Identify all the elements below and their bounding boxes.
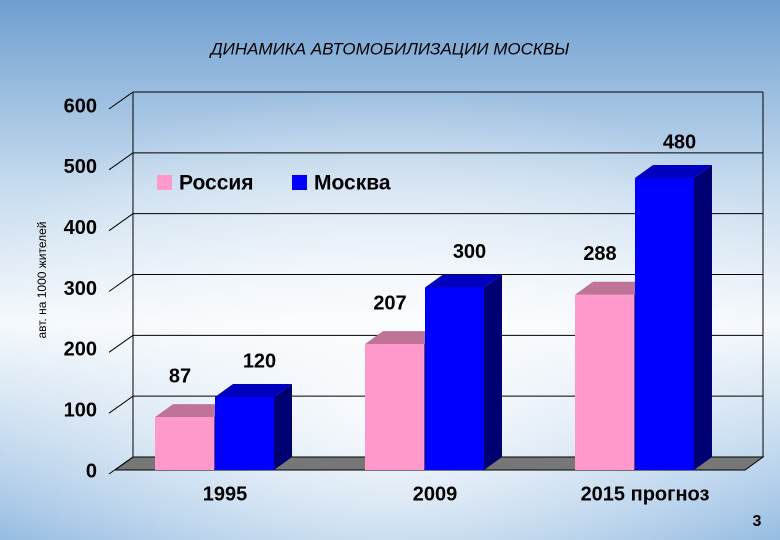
data-label: 87 — [169, 365, 191, 387]
y-tick-label: 100 — [64, 399, 97, 421]
y-tick-label: 500 — [64, 156, 97, 178]
y-tick — [108, 334, 134, 353]
y-tick — [108, 213, 134, 232]
bar-front — [635, 178, 694, 470]
bar-front — [575, 294, 634, 470]
bar-top — [215, 384, 292, 397]
bar-top — [575, 281, 652, 295]
legend-label: Москва — [314, 172, 391, 195]
data-label: 120 — [243, 350, 276, 372]
bar — [635, 165, 712, 470]
bar-front — [215, 397, 274, 470]
bar — [425, 274, 502, 470]
bar-side — [484, 274, 502, 470]
data-label: 207 — [373, 292, 406, 314]
y-tick-label: 200 — [64, 339, 97, 361]
x-tick-label: 1995 — [203, 483, 248, 505]
y-tick-label: 600 — [64, 95, 97, 117]
bar-front — [365, 344, 424, 470]
y-tick — [108, 274, 134, 292]
legend-label: Россия — [179, 172, 254, 195]
y-tick — [108, 91, 134, 110]
y-tick-label: 400 — [64, 217, 97, 239]
y-tick-label: 300 — [64, 278, 97, 300]
y-tick-label: 0 — [86, 460, 97, 482]
bar-top — [425, 274, 502, 288]
data-label: 300 — [453, 241, 486, 263]
bar-side — [274, 384, 292, 470]
bar-front — [155, 417, 214, 470]
data-label: 288 — [583, 243, 616, 265]
bar-top — [635, 165, 712, 178]
x-tick-label: 2009 — [413, 483, 458, 505]
legend-swatch — [292, 175, 307, 190]
x-tick-label: 2015 прогноз — [581, 483, 710, 505]
bar-top — [365, 331, 442, 345]
y-tick — [108, 152, 134, 171]
y-tick — [108, 456, 134, 475]
legend-swatch — [157, 175, 172, 190]
bar — [215, 384, 292, 470]
bar-front — [425, 287, 484, 470]
y-axis-label: авт. на 1000 жителей — [35, 221, 49, 338]
chart-title: ДИНАМИКА АВТОМОБИЛИЗАЦИИ МОСКВЫ — [209, 39, 570, 58]
page-number: 3 — [753, 513, 762, 530]
data-label: 480 — [663, 131, 696, 153]
bar-side — [694, 165, 712, 470]
y-tick — [108, 395, 134, 414]
bar-top — [155, 404, 232, 418]
